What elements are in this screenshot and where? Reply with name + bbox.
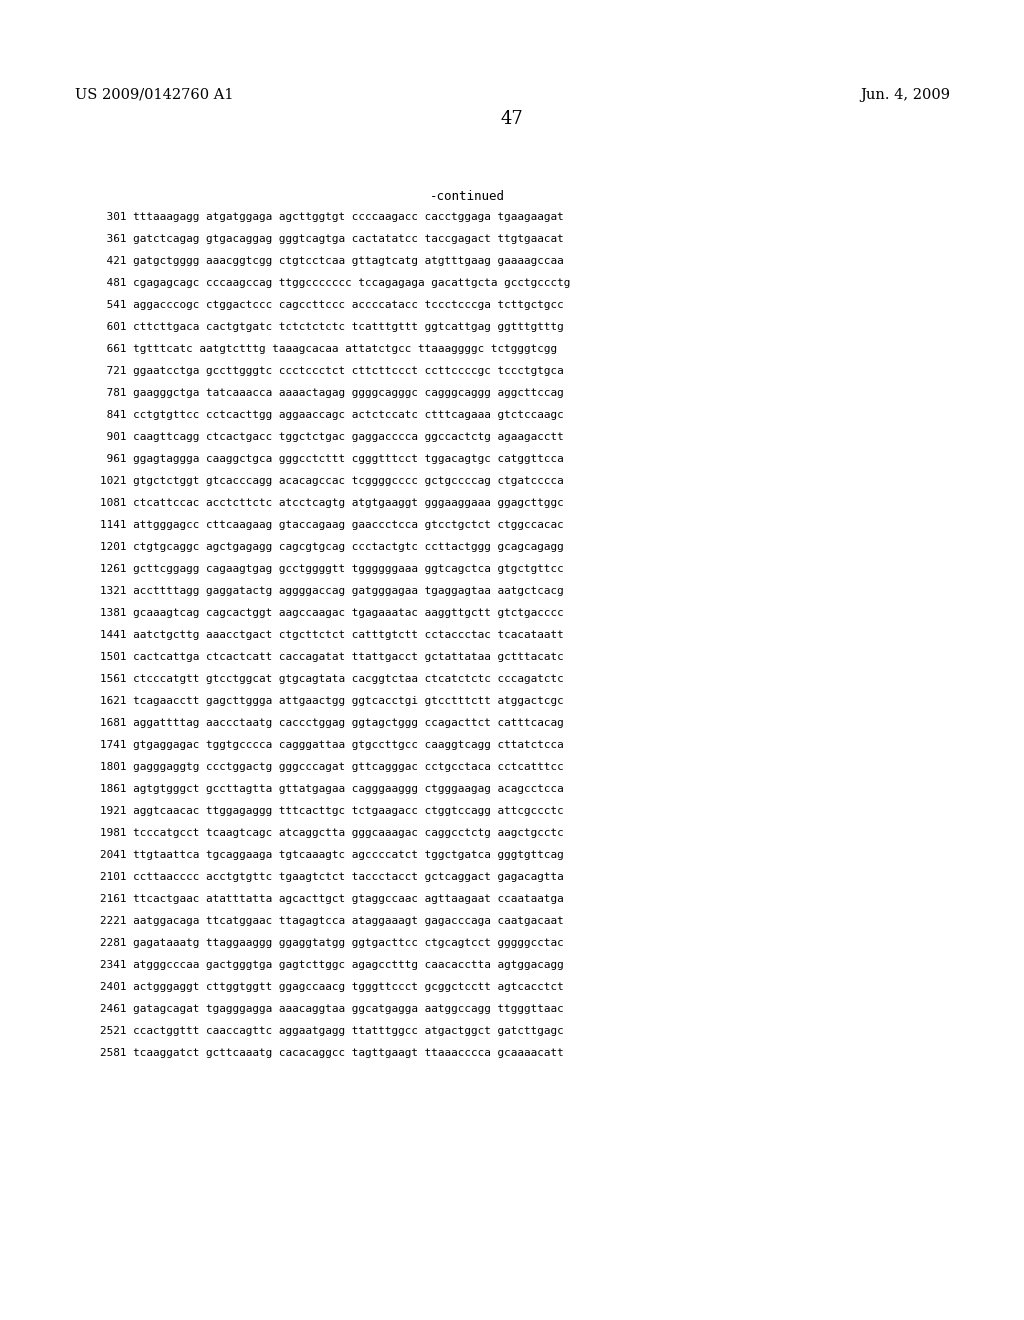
Text: 1921 aggtcaacac ttggagaggg tttcacttgc tctgaagacc ctggtccagg attcgccctc: 1921 aggtcaacac ttggagaggg tttcacttgc tc… — [100, 807, 564, 816]
Text: 1321 accttttagg gaggatactg aggggaccag gatgggagaa tgaggagtaa aatgctcacg: 1321 accttttagg gaggatactg aggggaccag ga… — [100, 586, 564, 597]
Text: 361 gatctcagag gtgacaggag gggtcagtga cactatatcc taccgagact ttgtgaacat: 361 gatctcagag gtgacaggag gggtcagtga cac… — [100, 234, 564, 244]
Text: 47: 47 — [501, 110, 523, 128]
Text: 1021 gtgctctggt gtcacccagg acacagccac tcggggcccc gctgccccag ctgatcccca: 1021 gtgctctggt gtcacccagg acacagccac tc… — [100, 477, 564, 486]
Text: 901 caagttcagg ctcactgacc tggctctgac gaggacccca ggccactctg agaagacctt: 901 caagttcagg ctcactgacc tggctctgac gag… — [100, 432, 564, 442]
Text: 1141 attgggagcc cttcaagaag gtaccagaag gaaccctcca gtcctgctct ctggccacac: 1141 attgggagcc cttcaagaag gtaccagaag ga… — [100, 520, 564, 531]
Text: 1381 gcaaagtcag cagcactggt aagccaagac tgagaaatac aaggttgctt gtctgacccc: 1381 gcaaagtcag cagcactggt aagccaagac tg… — [100, 609, 564, 618]
Text: 481 cgagagcagc cccaagccag ttggccccccc tccagagaga gacattgcta gcctgccctg: 481 cgagagcagc cccaagccag ttggccccccc tc… — [100, 279, 570, 288]
Text: 1201 ctgtgcaggc agctgagagg cagcgtgcag ccctactgtc ccttactggg gcagcagagg: 1201 ctgtgcaggc agctgagagg cagcgtgcag cc… — [100, 543, 564, 552]
Text: 841 cctgtgttcc cctcacttgg aggaaccagc actctccatc ctttcagaaa gtctccaagc: 841 cctgtgttcc cctcacttgg aggaaccagc act… — [100, 411, 564, 420]
Text: 1621 tcagaacctt gagcttggga attgaactgg ggtcacctgi gtcctttctt atggactcgc: 1621 tcagaacctt gagcttggga attgaactgg gg… — [100, 696, 564, 706]
Text: 1561 ctcccatgtt gtcctggcat gtgcagtata cacggtctaa ctcatctctc cccagatctc: 1561 ctcccatgtt gtcctggcat gtgcagtata ca… — [100, 675, 564, 684]
Text: 421 gatgctgggg aaacggtcgg ctgtcctcaa gttagtcatg atgtttgaag gaaaagccaa: 421 gatgctgggg aaacggtcgg ctgtcctcaa gtt… — [100, 256, 564, 267]
Text: 301 tttaaagagg atgatggaga agcttggtgt ccccaagacc cacctggaga tgaagaagat: 301 tttaaagagg atgatggaga agcttggtgt ccc… — [100, 213, 564, 222]
Text: 2461 gatagcagat tgagggagga aaacaggtaa ggcatgagga aatggccagg ttgggttaac: 2461 gatagcagat tgagggagga aaacaggtaa gg… — [100, 1005, 564, 1014]
Text: 1741 gtgaggagac tggtgcccca cagggattaa gtgccttgcc caaggtcagg cttatctcca: 1741 gtgaggagac tggtgcccca cagggattaa gt… — [100, 741, 564, 750]
Text: 721 ggaatcctga gccttgggtc ccctccctct cttcttccct ccttccccgc tccctgtgca: 721 ggaatcctga gccttgggtc ccctccctct ctt… — [100, 366, 564, 376]
Text: 2341 atgggcccaa gactgggtga gagtcttggc agagcctttg caacacctta agtggacagg: 2341 atgggcccaa gactgggtga gagtcttggc ag… — [100, 960, 564, 970]
Text: 1441 aatctgcttg aaacctgact ctgcttctct catttgtctt cctaccctac tcacataatt: 1441 aatctgcttg aaacctgact ctgcttctct ca… — [100, 630, 564, 640]
Text: 2521 ccactggttt caaccagttc aggaatgagg ttatttggcc atgactggct gatcttgagc: 2521 ccactggttt caaccagttc aggaatgagg tt… — [100, 1026, 564, 1036]
Text: 2581 tcaaggatct gcttcaaatg cacacaggcc tagttgaagt ttaaacccca gcaaaacatt: 2581 tcaaggatct gcttcaaatg cacacaggcc ta… — [100, 1048, 564, 1059]
Text: 1981 tcccatgcct tcaagtcagc atcaggctta gggcaaagac caggcctctg aagctgcctc: 1981 tcccatgcct tcaagtcagc atcaggctta gg… — [100, 828, 564, 838]
Text: 1681 aggattttag aaccctaatg caccctggag ggtagctggg ccagacttct catttcacag: 1681 aggattttag aaccctaatg caccctggag gg… — [100, 718, 564, 729]
Text: 2221 aatggacaga ttcatggaac ttagagtcca ataggaaagt gagacccaga caatgacaat: 2221 aatggacaga ttcatggaac ttagagtcca at… — [100, 916, 564, 927]
Text: 1081 ctcattccac acctcttctc atcctcagtg atgtgaaggt gggaaggaaa ggagcttggc: 1081 ctcattccac acctcttctc atcctcagtg at… — [100, 498, 564, 508]
Text: Jun. 4, 2009: Jun. 4, 2009 — [860, 88, 950, 102]
Text: 2161 ttcactgaac atatttatta agcacttgct gtaggccaac agttaagaat ccaataatga: 2161 ttcactgaac atatttatta agcacttgct gt… — [100, 894, 564, 904]
Text: 961 ggagtaggga caaggctgca gggcctcttt cgggtttcct tggacagtgc catggttcca: 961 ggagtaggga caaggctgca gggcctcttt cgg… — [100, 454, 564, 465]
Text: 1801 gagggaggtg ccctggactg gggcccagat gttcagggac cctgcctaca cctcatttcc: 1801 gagggaggtg ccctggactg gggcccagat gt… — [100, 762, 564, 772]
Text: 1261 gcttcggagg cagaagtgag gcctggggtt tggggggaaa ggtcagctca gtgctgttcc: 1261 gcttcggagg cagaagtgag gcctggggtt tg… — [100, 564, 564, 574]
Text: 781 gaagggctga tatcaaacca aaaactagag ggggcagggc cagggcaggg aggcttccag: 781 gaagggctga tatcaaacca aaaactagag ggg… — [100, 388, 564, 399]
Text: 2041 ttgtaattca tgcaggaaga tgtcaaagtc agccccatct tggctgatca gggtgttcag: 2041 ttgtaattca tgcaggaaga tgtcaaagtc ag… — [100, 850, 564, 861]
Text: 601 cttcttgaca cactgtgatc tctctctctc tcatttgttt ggtcattgag ggtttgtttg: 601 cttcttgaca cactgtgatc tctctctctc tca… — [100, 322, 564, 333]
Text: 661 tgtttcatc aatgtctttg taaagcacaa attatctgcc ttaaaggggc tctgggtcgg: 661 tgtttcatc aatgtctttg taaagcacaa atta… — [100, 345, 557, 354]
Text: 2401 actgggaggt cttggtggtt ggagccaacg tgggttccct gcggctcctt agtcacctct: 2401 actgggaggt cttggtggtt ggagccaacg tg… — [100, 982, 564, 993]
Text: 1861 agtgtgggct gccttagtta gttatgagaa cagggaaggg ctgggaagag acagcctcca: 1861 agtgtgggct gccttagtta gttatgagaa ca… — [100, 784, 564, 795]
Text: 541 aggacccogc ctggactccc cagccttccc accccatacc tccctcccga tcttgctgcc: 541 aggacccogc ctggactccc cagccttccc acc… — [100, 300, 564, 310]
Text: 2101 ccttaacccc acctgtgttc tgaagtctct taccctacct gctcaggact gagacagtta: 2101 ccttaacccc acctgtgttc tgaagtctct ta… — [100, 873, 564, 882]
Text: 2281 gagataaatg ttaggaaggg ggaggtatgg ggtgacttcc ctgcagtcct gggggcctac: 2281 gagataaatg ttaggaaggg ggaggtatgg gg… — [100, 939, 564, 948]
Text: 1501 cactcattga ctcactcatt caccagatat ttattgacct gctattataa gctttacatc: 1501 cactcattga ctcactcatt caccagatat tt… — [100, 652, 564, 663]
Text: -continued: -continued — [430, 190, 505, 203]
Text: US 2009/0142760 A1: US 2009/0142760 A1 — [75, 88, 233, 102]
